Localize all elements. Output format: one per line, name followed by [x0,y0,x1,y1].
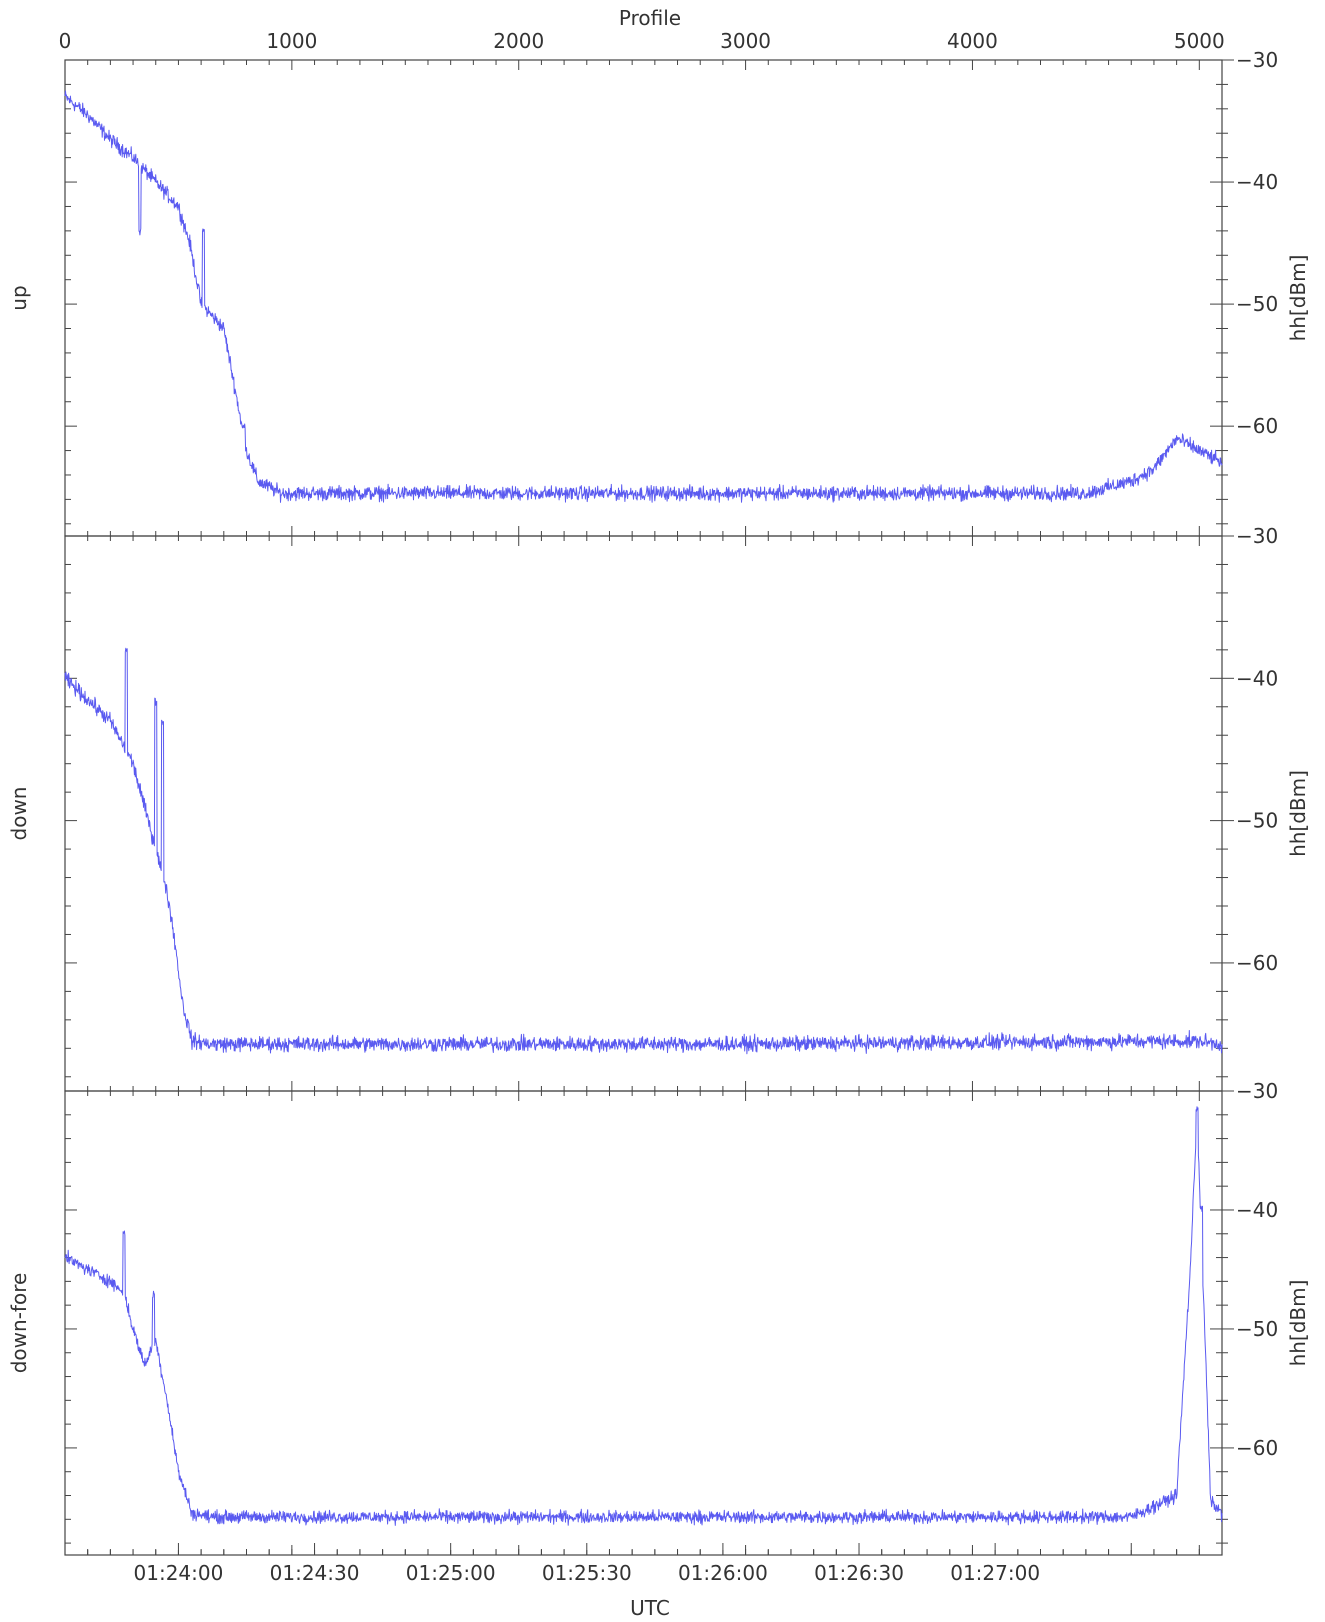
y-tick-label: −30 [1236,524,1278,548]
top-axis: 0 1000 2000 3000 4000 5000 [59,29,1225,53]
utc-tick-label: 01:26:30 [814,1561,904,1585]
top-tick-label: 5000 [1174,29,1225,53]
plot-frame [64,535,1223,1092]
utc-tick-label: 01:25:00 [406,1561,496,1585]
plot-frame [64,1090,1223,1556]
panel-title: down [7,787,31,841]
y-tick-label: −50 [1236,1317,1278,1341]
bottom-axis-title: UTC [630,1596,670,1620]
top-tick-label: 2000 [493,29,544,53]
series-line-down [64,647,1223,1055]
y-tick-label: −40 [1236,1198,1278,1222]
y-tick-label: −30 [1236,1079,1278,1103]
y-tick-label: −40 [1236,170,1278,194]
y-tick-label: −30 [1236,48,1278,72]
panel-title: down-fore [7,1273,31,1374]
utc-tick-label: 01:26:00 [678,1561,768,1585]
panel-title: up [7,285,31,310]
panel-up: −30 −40 −50 −60 up hh[dBm] [7,48,1310,537]
series-line-down-fore [64,1106,1223,1526]
y-axis-label: hh[dBm] [1286,770,1310,857]
y-tick-label: −50 [1236,809,1278,833]
utc-tick-label: 01:24:00 [134,1561,224,1585]
y-tick-label: −50 [1236,292,1278,316]
top-tick-label: 4000 [947,29,998,53]
chart-panels: −30 −40 −50 −60 up hh[dBm] −30 −40 −50 −60 down hh[… [7,48,1310,1556]
y-tick-label: −40 [1236,666,1278,690]
utc-tick-label: 01:24:30 [270,1561,360,1585]
series-line-up [64,90,1223,503]
y-axis-label: hh[dBm] [1286,1280,1310,1367]
panel-down-fore: −30 −40 −50 −60 down-fore hh[dBm] [7,1079,1310,1556]
utc-tick-label: 01:27:00 [950,1561,1040,1585]
y-tick-label: −60 [1236,414,1278,438]
plot-frame [64,59,1223,537]
y-axis-label: hh[dBm] [1286,255,1310,342]
utc-tick-label: 01:25:30 [542,1561,632,1585]
top-tick-label: 1000 [266,29,317,53]
panel-down: −30 −40 −50 −60 down hh[dBm] [7,524,1310,1092]
y-tick-label: −60 [1236,1436,1278,1460]
top-tick-label: 0 [59,29,72,53]
y-tick-label: −60 [1236,951,1278,975]
top-tick-label: 3000 [720,29,771,53]
bottom-axis: 01:24:00 01:24:30 01:25:00 01:25:30 01:26:00… [87,1543,1223,1585]
top-axis-title: Profile [619,6,681,30]
